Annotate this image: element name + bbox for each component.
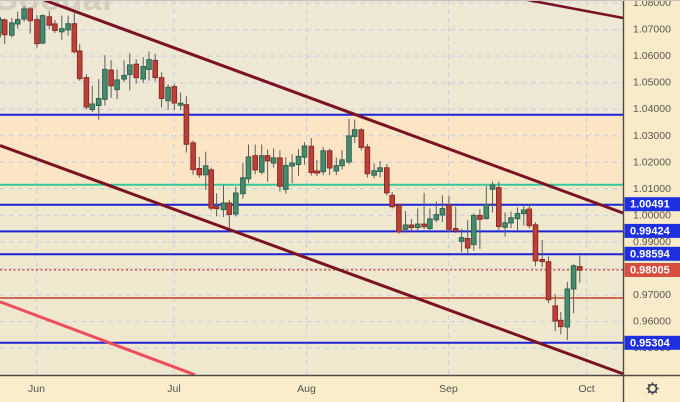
svg-text:0.95304: 0.95304 [630,337,671,349]
svg-text:1.03000: 1.03000 [633,130,671,142]
svg-text:1.06000: 1.06000 [633,50,671,62]
svg-text:1.02000: 1.02000 [633,156,671,168]
svg-text:1.00000: 1.00000 [633,209,671,221]
svg-text:Oct: Oct [578,383,594,395]
svg-text:Jun: Jun [28,383,45,395]
svg-text:Sep: Sep [439,383,458,395]
svg-text:1.08000: 1.08000 [633,0,671,9]
svg-text:0.96000: 0.96000 [633,316,671,328]
svg-text:1.00491: 1.00491 [630,199,670,211]
svg-text:0.98594: 0.98594 [630,248,671,260]
svg-text:0.98005: 0.98005 [630,265,670,277]
svg-text:0.99424: 0.99424 [630,225,671,237]
svg-text:Jul: Jul [167,383,180,395]
svg-text:1.05000: 1.05000 [633,77,671,89]
svg-text:1.07000: 1.07000 [633,24,671,36]
svg-text:1.01000: 1.01000 [633,183,671,195]
svg-text:1.04000: 1.04000 [633,103,671,115]
svg-text:Aug: Aug [297,383,316,395]
svg-text:0.97000: 0.97000 [633,289,671,301]
svg-text:0.99000: 0.99000 [633,236,671,248]
